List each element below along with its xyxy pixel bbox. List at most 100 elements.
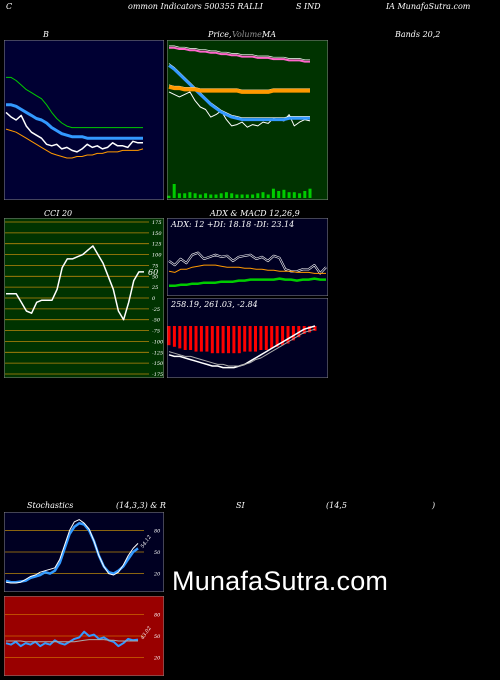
volume-bar [292,192,296,198]
bollinger-chart [4,40,164,200]
adx-minus-di-inner [168,252,327,274]
stoch-title-d: (14,5 [326,501,347,510]
stoch-title-b: (14,3,3) & R [116,501,166,510]
cci-tick-label: 0 [152,296,156,302]
adx-macd-title: ADX & MACD 12,26,9 [210,209,300,218]
bollinger-background [4,40,164,200]
cci-panel: 175 150 125 100 75 50 25 0 -25 -50 -75 -100 -125 -150… [4,218,164,378]
volume-bar [204,193,208,198]
macd-histogram-bar [205,326,209,352]
macd-histogram-bar [178,326,182,349]
header-s-ind: S IND [296,2,321,11]
macd-chart [167,298,328,378]
price-ma_slow-shadow-line [169,45,310,61]
stoch-pct-D-line [5,519,139,584]
volume-bar [193,193,197,198]
macd-signal-line [168,328,316,367]
rsi-rsi_ma-line [6,639,138,643]
cci-tick-label: 150 [152,231,162,237]
cci-line [6,245,144,321]
macd-histogram-bar [221,326,225,354]
volume-bar [261,192,265,198]
macd-histogram-bar [172,326,176,347]
stochastics-panel: 80 50 20 54.12 [4,512,164,592]
bollinger-middle-line [6,103,143,140]
ma-title: MA [262,30,276,39]
volume-bar [214,194,218,198]
volume-bar [188,192,192,198]
volume-bar [271,188,275,198]
adx-chart [167,218,328,296]
volume-bar [198,194,202,198]
macd-histogram-bar [259,326,263,350]
stoch-tick-label: 20 [153,572,161,578]
stoch-tick-label: 50 [154,550,161,556]
stoch-pct-K-line [5,521,139,584]
macd-panel: 258.19, 261.03, -2.84 [167,298,328,378]
macd-histogram-bar [254,326,257,352]
bollinger-lower-line [5,128,144,159]
cci-tick-label: -175 [152,372,163,378]
rsi-tick-label: 20 [153,656,161,662]
volume-bar [266,194,270,198]
volume-bar [256,193,260,198]
macd-histogram-bar [227,326,230,354]
macd-histogram-bar [194,326,198,352]
volume-bar [219,193,223,198]
macd-histogram-bar [232,326,236,354]
cci-tick-label: 125 [152,242,162,248]
header-indicators: ommon Indicators 500355 RALLI [128,2,263,11]
cci-tick-label: -50 [152,318,161,324]
rsi-panel: 80 50 20 43.02 [4,596,164,676]
macd-histogram-bar [189,326,193,350]
volume-bar [183,193,187,198]
volume-bar [303,191,307,198]
price-panel [167,40,328,200]
macd-values-label: 258.19, 261.03, -2.84 [171,300,258,309]
cci-value-label: 60 [148,268,158,277]
macd-histogram-bar [183,326,187,350]
macd-histogram-bar [291,326,295,341]
volume-bar [245,194,249,198]
bollinger-close-line [5,111,143,153]
macd-histogram-bar [264,326,268,350]
adx-values-label: ADX: 12 +DI: 18.18 -DI: 23.14 [171,220,295,229]
macd-histogram-bar [237,326,241,354]
macd-histogram-bar [270,326,274,349]
adx-panel: ADX: 12 +DI: 18.18 -DI: 23.14 [167,218,328,296]
macd-histogram-bar [281,326,285,346]
stoch-title-e: ) [432,501,436,510]
cci-tick-label: -125 [152,350,163,356]
bands-title: Bands 20,2 [395,30,441,39]
header-c: C [6,2,13,11]
volume-bar [287,192,291,198]
price-ma_slow-line [169,46,310,63]
volume-bar [308,188,312,198]
cci-title: CCI 20 [44,209,73,218]
bollinger-panel [4,40,164,200]
macd-histogram-bar [167,326,171,346]
macd-histogram-bar [286,326,290,344]
cci-tick-label: -25 [152,307,160,313]
adx-ADX-line [169,277,326,288]
cci-tick-label: -150 [152,361,164,367]
cci-tick-label: 175 [152,220,162,226]
adx-plus-DI-line [168,264,326,274]
rsi-rsi-line [5,630,139,648]
macd-histogram-bar [243,326,247,352]
volume-bar [224,192,228,198]
volume-title: Volume, [232,30,265,39]
macd-histogram-bar [275,326,279,347]
rsi-tick-label: 80 [154,612,161,618]
header-munafa: IA MunafaSutra.com [386,2,471,11]
cci-tick-label: -75 [152,329,160,335]
volume-bar [282,189,286,198]
macd-histogram-bar [313,326,317,331]
macd-histogram-bar [248,326,252,352]
volume-bar [177,193,181,198]
macd-background [167,298,328,378]
stoch-tick-label: 80 [154,528,161,534]
volume-bar [251,194,255,198]
cci-tick-label: 50 [152,274,159,280]
